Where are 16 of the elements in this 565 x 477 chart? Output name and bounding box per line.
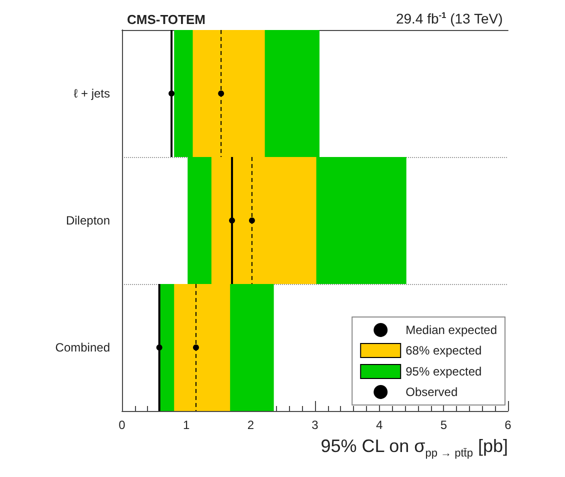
x-tick-label: 1 [182, 418, 190, 432]
x-tick-label: 4 [376, 418, 383, 432]
y-tick-label: Combined [55, 340, 110, 354]
legend-label: Median expected [406, 323, 498, 337]
legend-label: Observed [406, 385, 458, 399]
x-tick-label: 0 [118, 418, 126, 432]
x-tick-label: 6 [504, 418, 512, 432]
y-tick-label: ℓ + jets [74, 86, 110, 100]
x-tick-label: 3 [312, 418, 319, 432]
legend-label: 95% expected [406, 364, 482, 378]
x-axis-title: 95% CL on σ$_{pp → ptt̄p}$ [pb] [320, 436, 508, 460]
legend-label: 68% expected [406, 344, 482, 358]
chart-title: CMS-TOTEM [127, 12, 206, 27]
y-tick-label: Dilepton [66, 214, 110, 228]
x-tick-label: 2 [247, 418, 254, 432]
x-tick-label: 5 [440, 418, 448, 432]
